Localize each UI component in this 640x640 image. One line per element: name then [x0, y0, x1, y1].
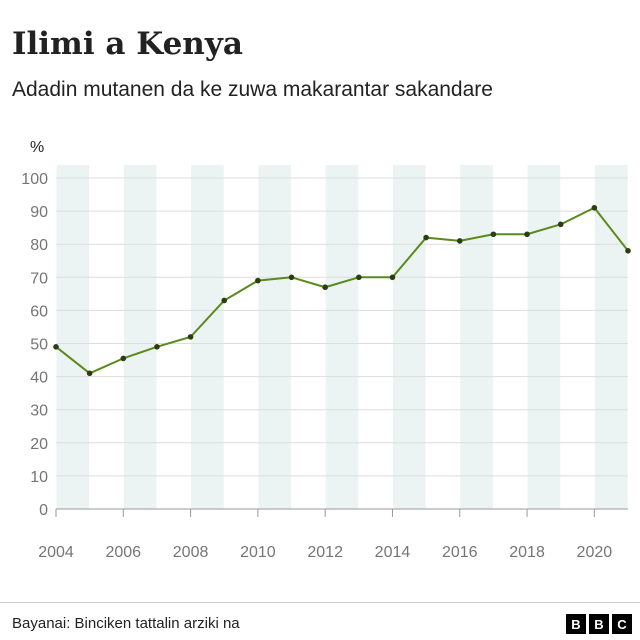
y-tick-label: 50	[30, 337, 48, 354]
year-band	[258, 165, 292, 509]
series-line	[55, 206, 629, 375]
x-tick-label: 2004	[38, 544, 74, 561]
x-axis: 2004 2006 2008 2010 2012 2014 2016 2018 2020	[38, 509, 612, 561]
data-point	[255, 277, 261, 284]
x-tick-label: 2008	[173, 544, 209, 561]
y-tick-label: 80	[30, 237, 48, 254]
y-tick-label: 90	[30, 204, 48, 221]
year-band	[191, 165, 224, 509]
x-tick-label: 2014	[375, 544, 411, 561]
x-tick-label: 2010	[240, 544, 276, 561]
x-tick-label: 2020	[577, 544, 613, 561]
year-band	[527, 165, 561, 509]
data-point	[86, 370, 93, 377]
chart-subtitle: Adadin mutanen da ke zuwa makarantar sak…	[12, 78, 493, 101]
year-band	[325, 165, 359, 509]
footer-divider	[0, 602, 640, 603]
y-tick-label: 70	[30, 270, 48, 287]
y-tick-label: 40	[30, 370, 48, 387]
data-point	[625, 248, 631, 254]
y-axis: 0 10 20 30 40 50 60 70 80 90 100	[21, 171, 48, 519]
y-tick-label: 30	[30, 403, 48, 420]
logo-letter: B	[566, 614, 586, 634]
logo-letter: C	[612, 614, 632, 634]
data-point	[524, 231, 530, 238]
year-band	[56, 165, 90, 509]
x-tick-label: 2012	[307, 544, 343, 561]
y-tick-label: 100	[21, 171, 48, 188]
data-point	[221, 297, 228, 304]
series-group	[53, 204, 631, 377]
data-point	[53, 344, 59, 350]
gridlines	[56, 177, 628, 510]
logo-letter: B	[589, 614, 609, 634]
y-tick-label: 20	[30, 436, 48, 453]
data-point	[423, 234, 429, 241]
y-tick-label: 60	[30, 303, 48, 320]
data-point	[120, 355, 127, 362]
year-band	[123, 165, 157, 509]
data-point	[322, 284, 328, 291]
bbc-logo: B B C	[566, 614, 632, 634]
data-point	[288, 274, 295, 281]
data-point	[154, 344, 160, 350]
x-tick-label: 2016	[442, 544, 478, 561]
source-note: Bayanai: Binciken tattalin arziki na	[12, 615, 240, 632]
data-point	[187, 334, 194, 340]
year-band	[594, 165, 628, 509]
data-point	[490, 231, 497, 238]
data-point	[456, 238, 463, 244]
x-tick-label: 2018	[509, 544, 545, 561]
y-tick-label: 0	[39, 502, 48, 519]
year-band	[392, 165, 426, 509]
year-band	[460, 165, 493, 509]
data-point	[389, 274, 396, 281]
y-unit-label: %	[30, 139, 44, 156]
data-point	[356, 274, 362, 281]
year-bands	[56, 165, 628, 509]
data-point	[557, 221, 564, 228]
x-tick-label: 2006	[105, 544, 141, 561]
y-tick-label: 10	[30, 469, 48, 486]
data-point	[591, 204, 598, 211]
chart-title: Ilimi a Kenya	[12, 26, 243, 62]
